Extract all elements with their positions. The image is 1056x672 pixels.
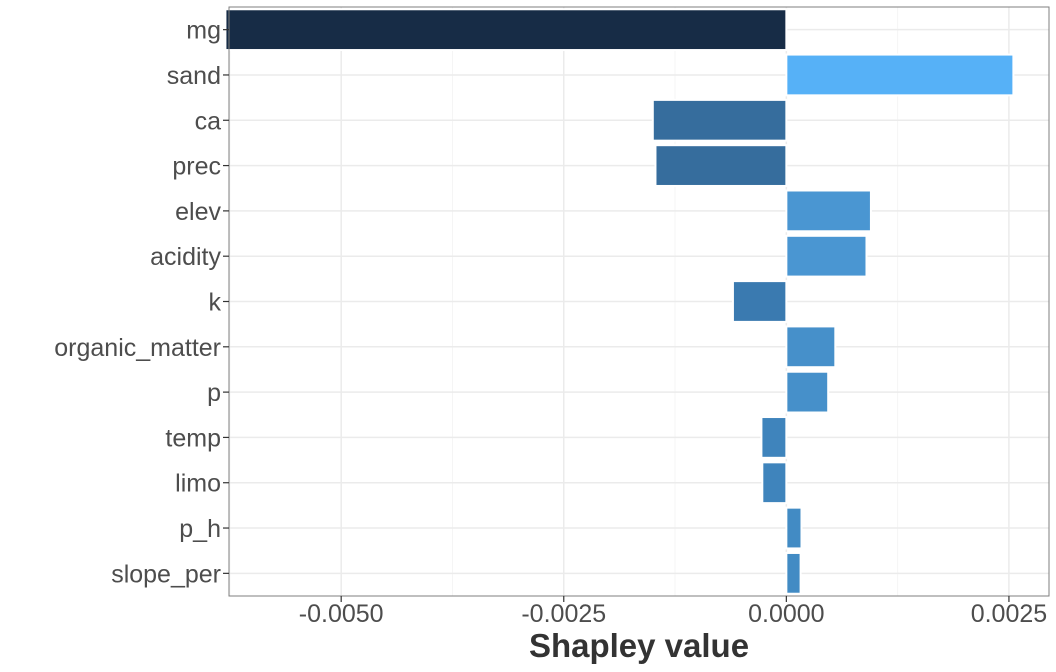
y-tick-label: elev: [175, 198, 221, 226]
y-tick-label: slope_per: [111, 560, 221, 588]
y-tick-label: organic_matter: [54, 334, 221, 362]
x-axis-title: Shapley value: [529, 627, 749, 664]
bar-slope_per: [785, 551, 802, 595]
bar-layer: [224, 8, 1015, 595]
y-tick-label: p_h: [179, 515, 221, 543]
grid-layer: [229, 7, 1049, 596]
bar-mg: [224, 8, 788, 52]
y-tick-label: ca: [195, 107, 222, 135]
y-tick-label: prec: [172, 153, 221, 181]
bar-k: [731, 280, 788, 323]
bar-limo: [761, 461, 788, 505]
bar-organic_matter: [785, 325, 837, 369]
y-tick-label: p: [207, 379, 221, 407]
bar-sand: [785, 53, 1015, 97]
bar-ca: [651, 98, 788, 142]
y-tick-label: limo: [175, 470, 221, 498]
x-tick-label: -0.0025: [521, 600, 606, 628]
y-tick-label: temp: [165, 424, 221, 452]
bar-temp: [760, 416, 788, 459]
y-tick-label: mg: [186, 17, 221, 45]
x-tick-label: 0.0000: [748, 600, 824, 628]
x-tick-label: -0.0050: [299, 600, 384, 628]
y-tick-label: acidity: [150, 243, 221, 271]
bar-acidity: [785, 234, 868, 278]
x-tick-label: 0.0025: [971, 600, 1047, 628]
bar-p: [785, 370, 830, 414]
tick-layer: [223, 29, 1010, 602]
bar-elev: [785, 189, 872, 233]
bar-prec: [654, 144, 788, 187]
y-tick-label: k: [209, 289, 222, 317]
y-tick-label: sand: [167, 62, 221, 90]
bar-p_h: [785, 506, 803, 550]
label-layer: -0.0050 -0.0025 0.0000 0.0025 mg sand ca prec el…: [54, 17, 1047, 628]
